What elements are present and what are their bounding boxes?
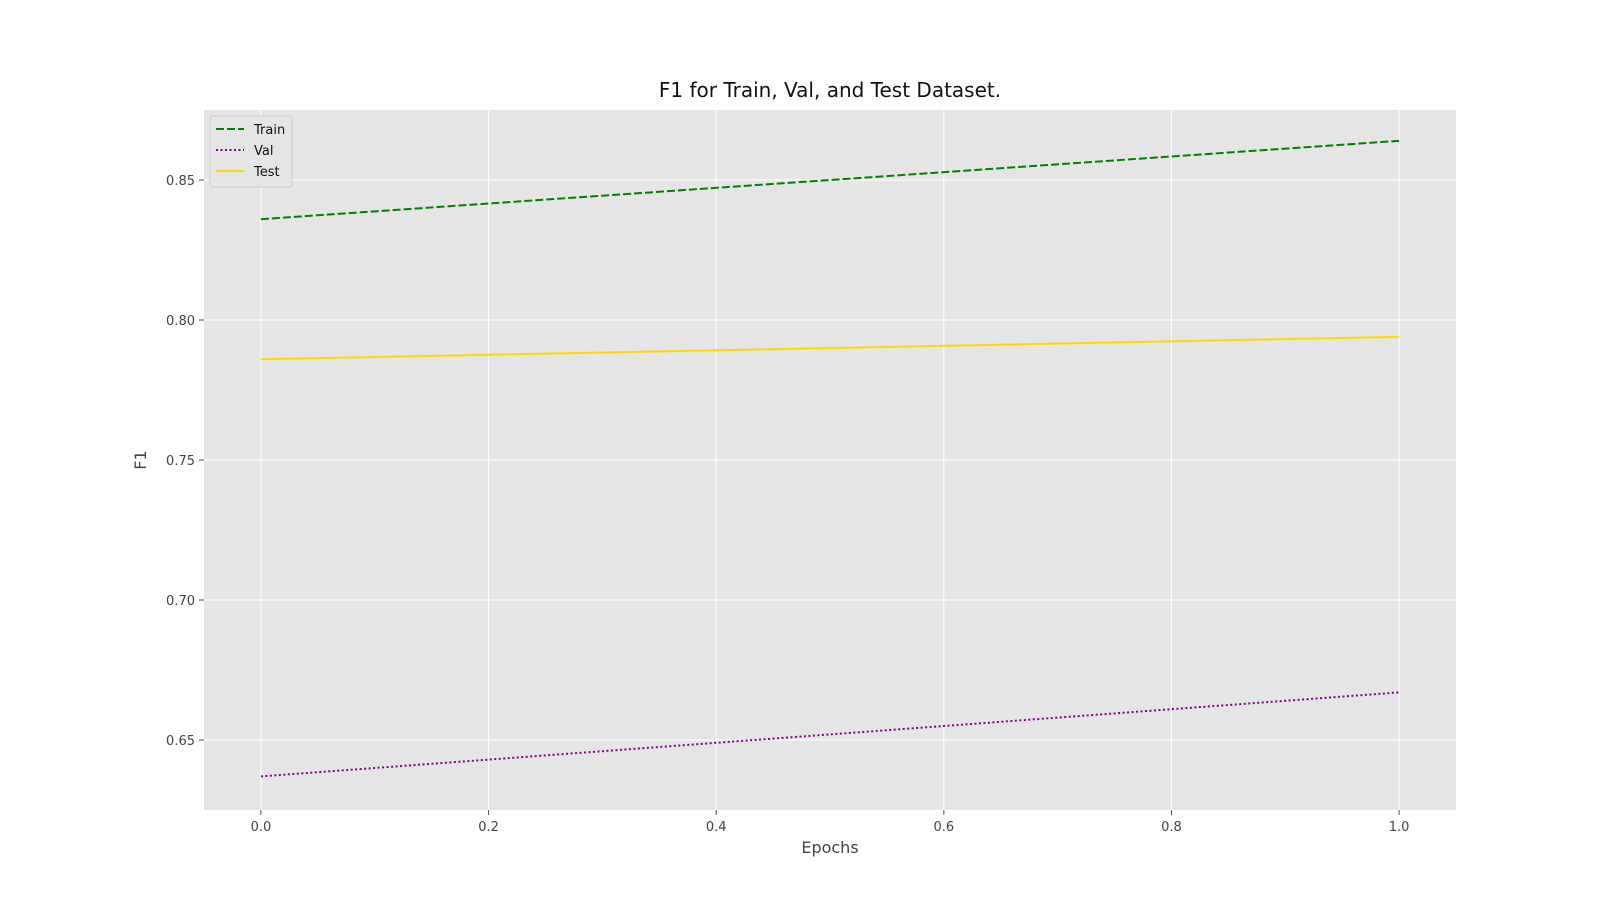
legend-label: Val [254, 144, 273, 159]
y-tick-label: 0.80 [166, 314, 195, 329]
axis-ticks: 0.0 0.2 0.4 0.6 0.8 1.0 0.65 0.70 0.75 0.80 0.85 [166, 174, 1409, 835]
series-line-test [260, 335, 1400, 361]
legend-label: Train [253, 123, 285, 138]
y-tick-label: 0.75 [166, 454, 195, 469]
y-axis-label: F1 [131, 450, 150, 469]
series-lines [260, 139, 1400, 778]
chart-title: F1 for Train, Val, and Test Dataset. [659, 78, 1001, 102]
legend-label: Test [253, 165, 280, 180]
legend-box [209, 115, 293, 188]
y-tick-label: 0.65 [166, 734, 195, 749]
legend: Train Val Test [209, 115, 293, 188]
x-axis-label: Epochs [801, 838, 858, 857]
x-tick-label: 0.0 [251, 820, 272, 835]
x-tick-label: 0.8 [1161, 820, 1182, 835]
x-tick-label: 0.4 [706, 820, 727, 835]
y-tick-label: 0.85 [166, 174, 195, 189]
x-tick-label: 0.6 [933, 820, 954, 835]
series-line-val [260, 691, 1400, 778]
series-line-train [260, 139, 1400, 221]
x-tick-label: 1.0 [1389, 820, 1410, 835]
y-tick-label: 0.70 [166, 594, 195, 609]
x-tick-label: 0.2 [478, 820, 499, 835]
grid-lines [204, 110, 1456, 810]
